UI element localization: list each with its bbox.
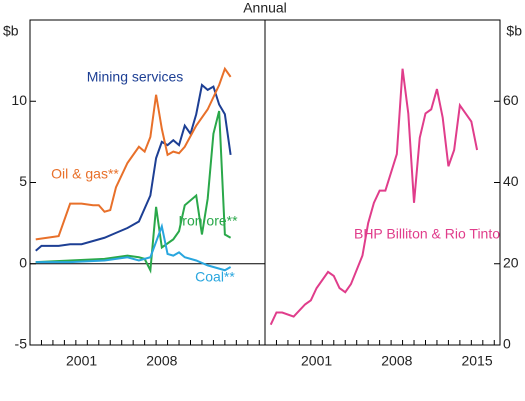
y-tick-label: 20	[503, 254, 519, 270]
line-series	[269, 68, 479, 326]
series-label: Coal**	[195, 269, 235, 285]
y-axis-label: $b	[3, 23, 19, 39]
y-tick-label: 40	[503, 173, 519, 189]
y-tick-label: 0	[19, 254, 27, 270]
x-tick-label: 2001	[301, 353, 332, 369]
line-series	[35, 222, 232, 272]
y-tick-label: 0	[503, 336, 511, 352]
series-label: Mining services	[87, 69, 183, 85]
y-axis-label: $b	[506, 23, 522, 39]
series-label: BHP Billiton & Rio Tinto	[354, 226, 500, 242]
line-series	[35, 83, 232, 252]
chart-title: Annual	[243, 0, 287, 16]
y-tick-label: 10	[11, 92, 27, 108]
line-series	[35, 66, 232, 241]
x-tick-label: 2008	[146, 353, 177, 369]
y-tick-label: 60	[503, 92, 519, 108]
x-tick-label: 2008	[381, 353, 412, 369]
x-tick-label: 2001	[66, 353, 97, 369]
y-tick-label: -5	[15, 336, 28, 352]
series-label: Iron ore**	[178, 213, 238, 229]
y-tick-label: 5	[19, 173, 27, 189]
series-label: Oil & gas**	[51, 166, 119, 182]
x-tick-label: 2015	[461, 353, 492, 369]
line-series	[35, 110, 232, 274]
